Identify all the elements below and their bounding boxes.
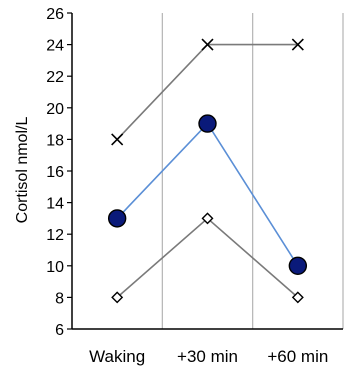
series-line	[116, 122, 299, 267]
data-point	[291, 291, 304, 304]
series-2	[107, 114, 308, 275]
y-ticks: 6 8 10 12 14 16 18 20 22 24 26	[46, 6, 72, 339]
y-tick-label: 18	[46, 132, 64, 149]
data-point	[201, 38, 214, 51]
data-point	[107, 209, 127, 228]
y-tick-label: 6	[55, 322, 64, 339]
y-tick-label: 24	[46, 38, 64, 55]
data-point	[291, 38, 304, 51]
data-point	[111, 133, 124, 146]
y-tick-label: 12	[46, 227, 64, 244]
y-tick-label: 10	[46, 259, 64, 276]
y-tick-label: 26	[46, 6, 64, 23]
x-tick-label: Waking	[89, 347, 145, 366]
series-3	[111, 212, 304, 304]
grid	[161, 13, 344, 329]
axes	[71, 13, 343, 330]
y-tick-label: 8	[55, 290, 64, 307]
y-axis-title: Cortisol nmol/L	[14, 117, 31, 224]
y-tick-label: 14	[46, 196, 64, 213]
series-line	[116, 217, 299, 299]
y-tick-label: 22	[46, 69, 64, 86]
data-point	[201, 212, 214, 225]
series-group	[107, 38, 308, 304]
data-point	[198, 114, 217, 133]
x-tick-label: +30 min	[177, 347, 238, 366]
data-point	[111, 291, 124, 304]
y-tick-label: 20	[46, 101, 64, 118]
y-tick-label: 16	[46, 164, 64, 181]
series-1	[111, 38, 304, 146]
data-point	[288, 256, 308, 275]
x-tick-labels: Waking +30 min +60 min	[89, 347, 328, 366]
x-tick-label: +60 min	[267, 347, 328, 366]
